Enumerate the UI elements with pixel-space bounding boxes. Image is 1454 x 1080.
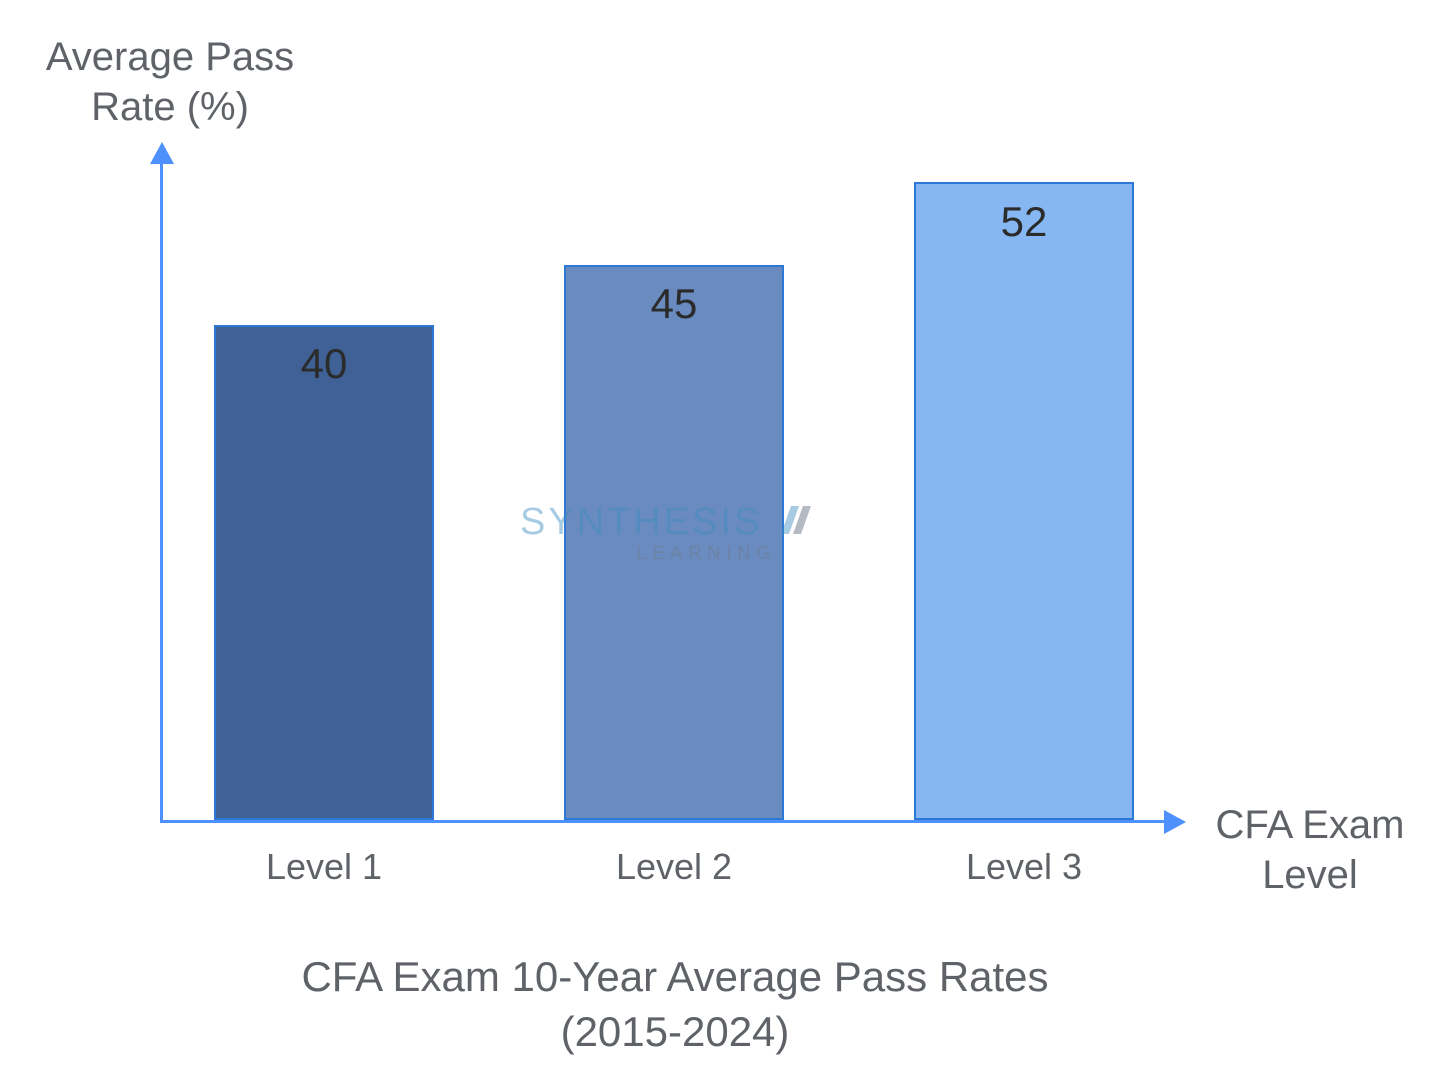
x-axis-title-line1: CFA Exam <box>1190 800 1430 850</box>
bar-level-1 <box>214 325 434 820</box>
chart-title-line1: CFA Exam 10-Year Average Pass Rates <box>250 950 1100 1005</box>
y-axis-title: Average Pass Rate (%) <box>20 32 320 132</box>
x-axis-line <box>160 820 1168 823</box>
bar-level-3 <box>914 182 1134 820</box>
watermark-sub-text: LEARNING <box>600 543 813 564</box>
x-axis-title: CFA Exam Level <box>1190 800 1430 900</box>
y-axis-title-line2: Rate (%) <box>20 82 320 132</box>
watermark-logo: SYNTHESIS LEARNING <box>520 500 813 564</box>
bar-value-level-2: 45 <box>564 280 784 328</box>
watermark-slash-icon <box>773 500 813 545</box>
y-axis-arrowhead <box>150 142 174 164</box>
y-axis-title-line1: Average Pass <box>20 32 320 82</box>
chart-title-line2: (2015-2024) <box>250 1005 1100 1060</box>
chart-title: CFA Exam 10-Year Average Pass Rates (201… <box>250 950 1100 1059</box>
x-axis-arrowhead <box>1164 810 1186 834</box>
bar-value-level-1: 40 <box>214 340 434 388</box>
bar-value-level-3: 52 <box>914 198 1134 246</box>
bar-label-level-1: Level 1 <box>214 846 434 888</box>
bar-label-level-3: Level 3 <box>914 846 1134 888</box>
bar-chart: Average Pass Rate (%) 40 Level 1 45 Leve… <box>0 0 1454 1080</box>
watermark-main-text: SYNTHESIS <box>520 501 762 544</box>
y-axis-line <box>160 160 163 820</box>
bar-label-level-2: Level 2 <box>564 846 784 888</box>
x-axis-title-line2: Level <box>1190 850 1430 900</box>
